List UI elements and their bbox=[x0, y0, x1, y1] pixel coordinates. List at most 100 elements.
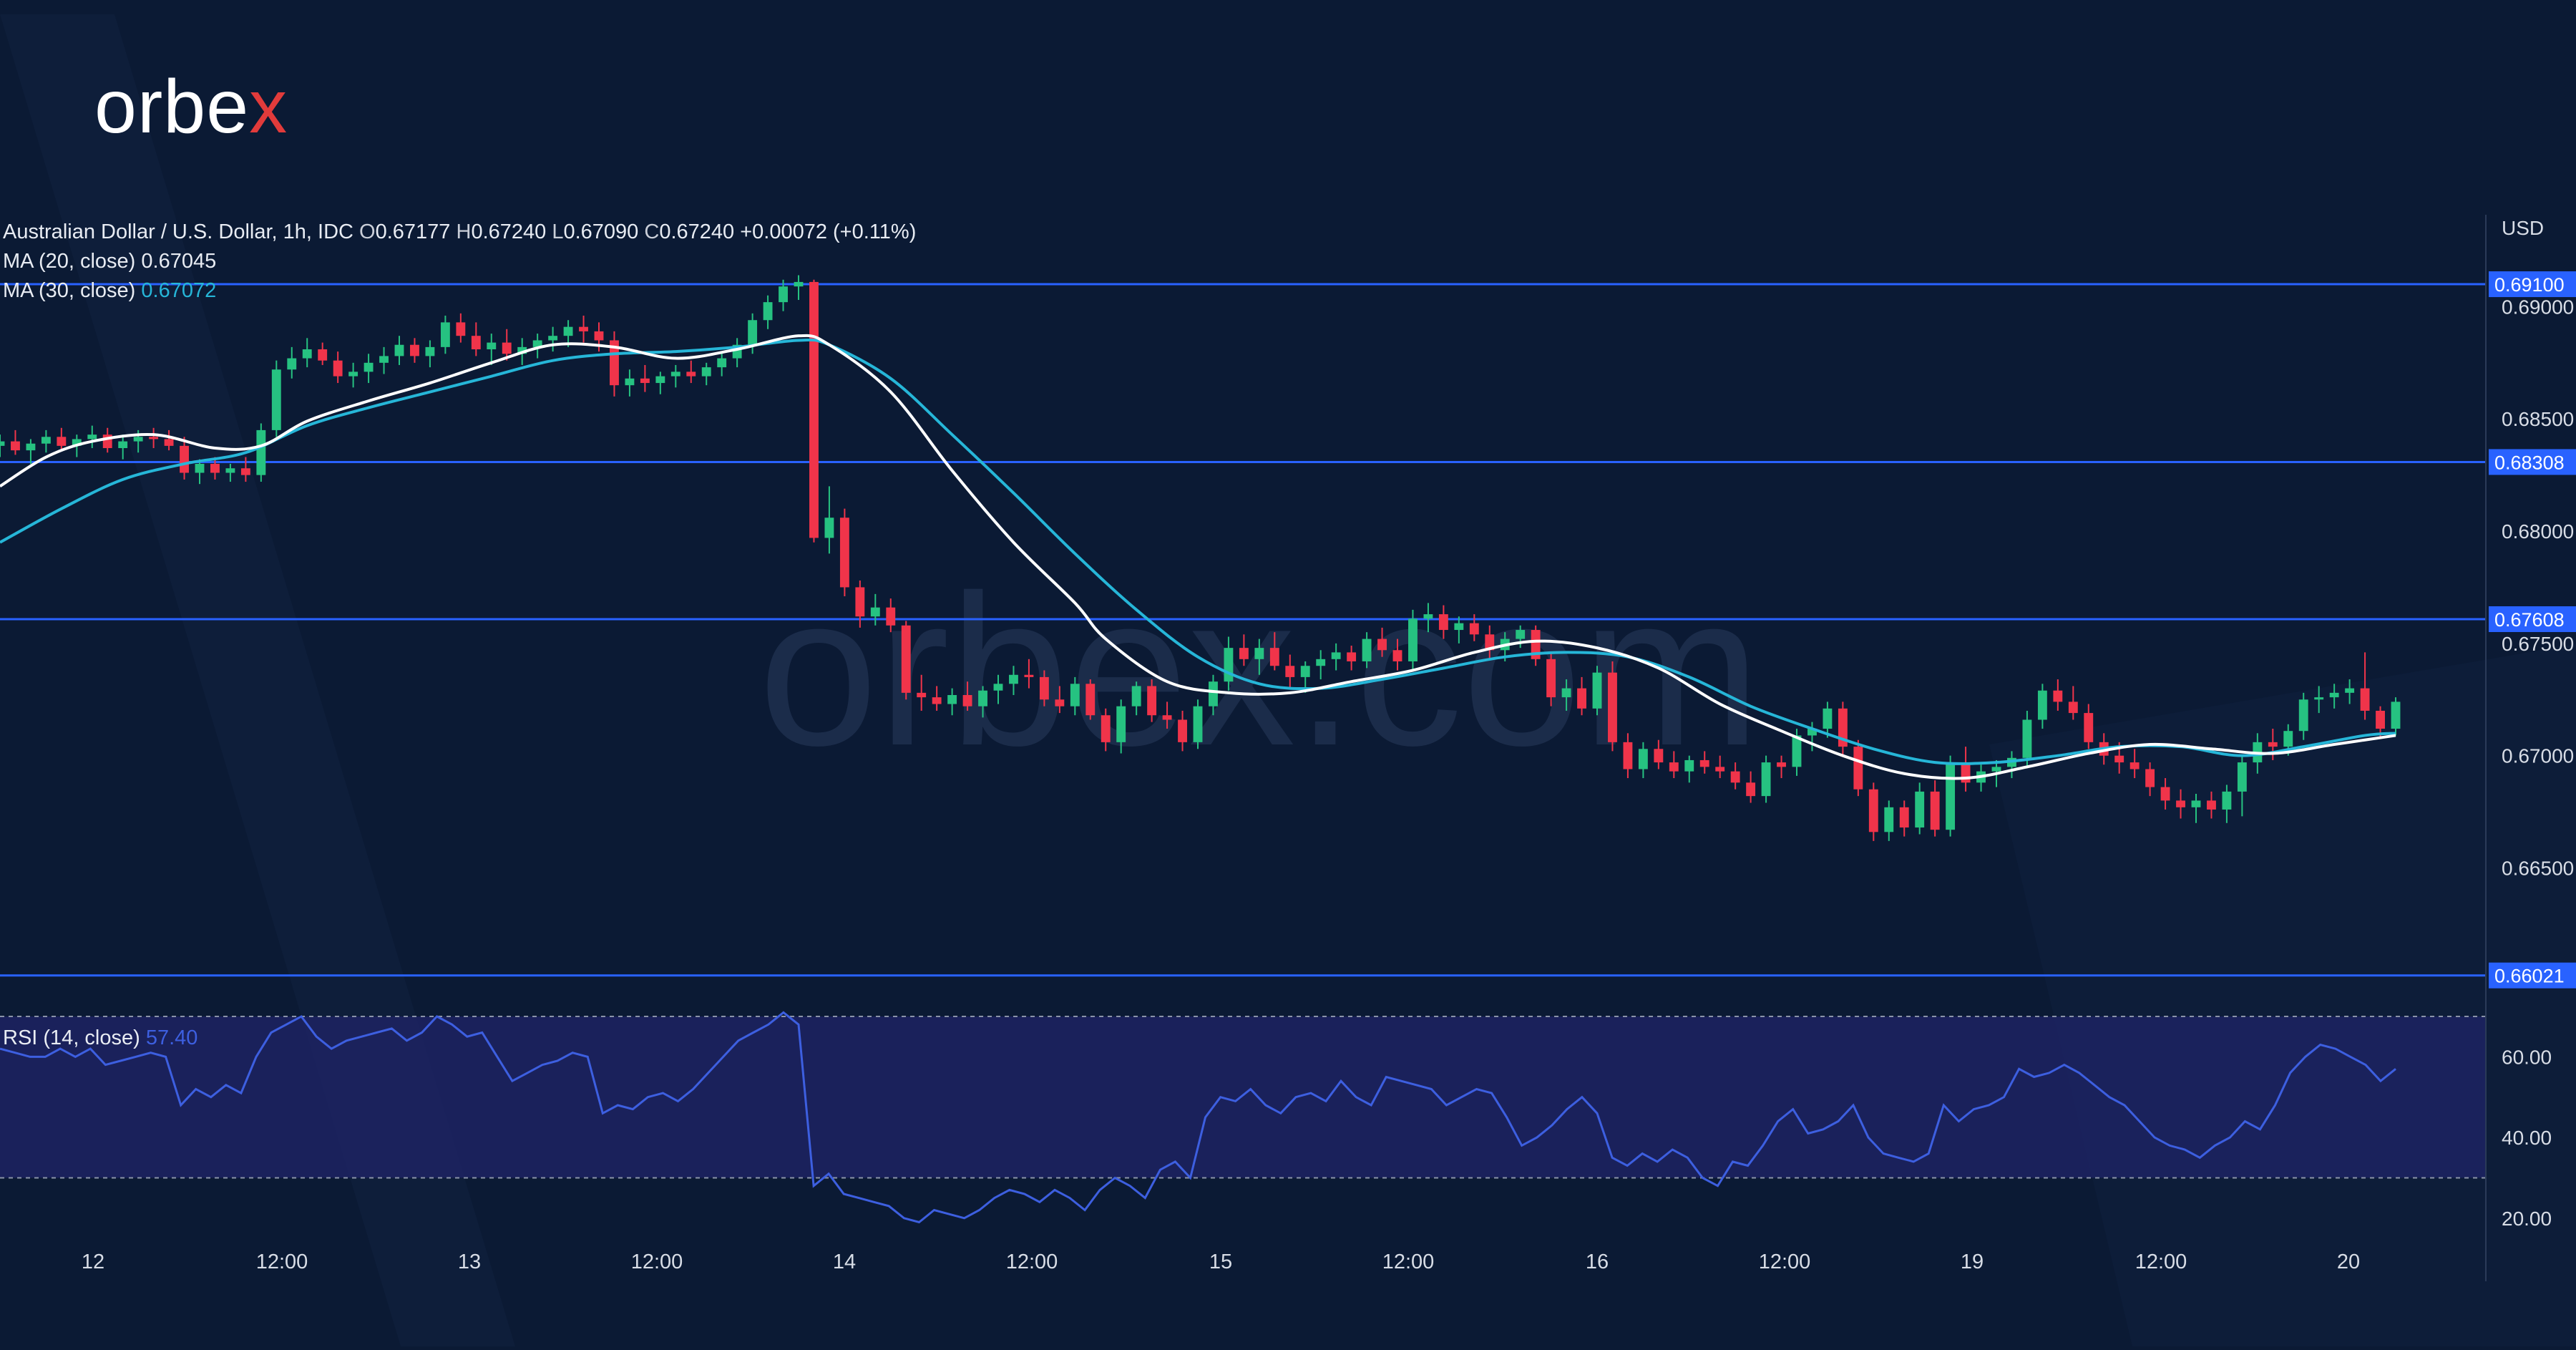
symbol-title: Australian Dollar / U.S. Dollar, 1h, IDC bbox=[3, 220, 353, 243]
candle-body bbox=[2084, 713, 2094, 742]
candle-body bbox=[2222, 791, 2232, 810]
x-tick-label: 12:00 bbox=[1382, 1251, 1435, 1273]
candle-body bbox=[2037, 690, 2047, 720]
candle-body bbox=[1055, 699, 1065, 706]
candle-body bbox=[1469, 623, 1479, 635]
candle-body bbox=[655, 376, 665, 384]
x-tick-label: 20 bbox=[2337, 1251, 2360, 1273]
price-tick-label: 0.68500 bbox=[2502, 408, 2574, 430]
low-label: L bbox=[552, 220, 564, 243]
candle-body bbox=[1438, 614, 1448, 631]
candle-body bbox=[532, 340, 542, 347]
candle-body bbox=[2345, 688, 2355, 693]
price-tick-label: 0.68000 bbox=[2502, 520, 2574, 543]
candle-body bbox=[763, 302, 773, 321]
candle-body bbox=[195, 463, 205, 473]
ma30-legend: MA (30, close) 0.67072 bbox=[3, 279, 216, 303]
candle-body bbox=[2268, 742, 2278, 747]
candle-body bbox=[993, 684, 1003, 691]
rsi-legend: RSI (14, close) 57.40 bbox=[3, 1026, 197, 1050]
candle-body bbox=[2114, 755, 2124, 763]
candle-body bbox=[1147, 686, 1157, 716]
orbex-logo: orbex bbox=[94, 64, 288, 149]
level-label-box bbox=[2489, 962, 2576, 989]
candle-body bbox=[1423, 614, 1433, 619]
x-tick-label: 19 bbox=[1961, 1251, 1984, 1273]
candle-body bbox=[1009, 674, 1018, 684]
candle-body bbox=[440, 322, 450, 347]
candle-body bbox=[2360, 688, 2370, 711]
candle-body bbox=[2207, 800, 2216, 810]
candle-body bbox=[2298, 699, 2308, 732]
x-tick-label: 12:00 bbox=[1006, 1251, 1058, 1273]
candle-body bbox=[947, 695, 957, 704]
candle-body bbox=[1224, 648, 1234, 682]
candle-body bbox=[779, 286, 788, 303]
candle-body bbox=[333, 360, 343, 377]
candle-body bbox=[610, 340, 619, 386]
candle-body bbox=[1884, 807, 1894, 832]
rsi-band bbox=[0, 1016, 2486, 1178]
candle-body bbox=[256, 429, 266, 475]
x-tick-label: 15 bbox=[1209, 1251, 1232, 1273]
candle-body bbox=[1377, 638, 1387, 651]
candle-body bbox=[318, 349, 328, 361]
candle-body bbox=[180, 445, 189, 473]
candle-body bbox=[1254, 648, 1264, 659]
x-tick-label: 13 bbox=[458, 1251, 481, 1273]
candle-body bbox=[1546, 659, 1556, 698]
candle-body bbox=[1039, 676, 1049, 700]
rsi-line bbox=[0, 1011, 2396, 1224]
candle-body bbox=[2129, 762, 2140, 769]
candle-body bbox=[1516, 630, 1526, 639]
candle-body bbox=[1868, 789, 1878, 832]
rsi-tick-label: 40.00 bbox=[2502, 1127, 2552, 1149]
candle-body bbox=[1823, 708, 1833, 729]
candle-body bbox=[1792, 735, 1802, 767]
price-tick-label: 0.67000 bbox=[2502, 745, 2574, 767]
candle-body bbox=[1316, 659, 1326, 666]
change-value: +0.00072 (+0.11%) bbox=[740, 220, 917, 243]
candle-body bbox=[1116, 706, 1126, 742]
candle-body bbox=[1101, 715, 1111, 742]
candle-body bbox=[901, 625, 911, 693]
level-label-box bbox=[2489, 606, 2576, 632]
candle-body bbox=[1746, 782, 1756, 797]
level-label: 0.67608 bbox=[2494, 609, 2565, 631]
candle-body bbox=[118, 441, 128, 448]
candle-body bbox=[0, 441, 5, 446]
candle-body bbox=[2391, 701, 2401, 729]
candle-body bbox=[287, 358, 297, 370]
candle-body bbox=[410, 344, 419, 356]
candle-body bbox=[794, 281, 804, 287]
candle-body bbox=[1899, 807, 1909, 828]
rsi-tick-label: 20.00 bbox=[2502, 1208, 2552, 1230]
candle-body bbox=[1070, 684, 1080, 706]
ma30-value: 0.67072 bbox=[141, 279, 217, 302]
candle-body bbox=[1362, 638, 1372, 661]
candle-body bbox=[1024, 674, 1034, 677]
candle-body bbox=[2329, 692, 2339, 698]
candle-body bbox=[1807, 729, 1817, 736]
open-label: O bbox=[359, 220, 376, 243]
candle-body bbox=[1131, 686, 1141, 706]
candle-body bbox=[717, 358, 727, 368]
candle-body bbox=[886, 607, 896, 626]
candle-body bbox=[701, 367, 711, 377]
candle-body bbox=[2160, 787, 2170, 801]
ma20-value: 0.67045 bbox=[141, 250, 217, 273]
candle-body bbox=[2376, 710, 2385, 729]
candle-body bbox=[1561, 688, 1571, 698]
x-tick-label: 12:00 bbox=[256, 1251, 308, 1273]
candle-body bbox=[917, 692, 927, 698]
candle-body bbox=[2068, 701, 2078, 714]
level-label: 0.66021 bbox=[2494, 966, 2565, 987]
candle-body bbox=[210, 463, 220, 473]
candle-body bbox=[348, 372, 358, 377]
price-tick-label: 0.67500 bbox=[2502, 633, 2574, 655]
rsi-value: 57.40 bbox=[145, 1026, 198, 1049]
candle-body bbox=[594, 331, 604, 341]
candle-body bbox=[1654, 749, 1664, 763]
candle-body bbox=[932, 697, 942, 704]
